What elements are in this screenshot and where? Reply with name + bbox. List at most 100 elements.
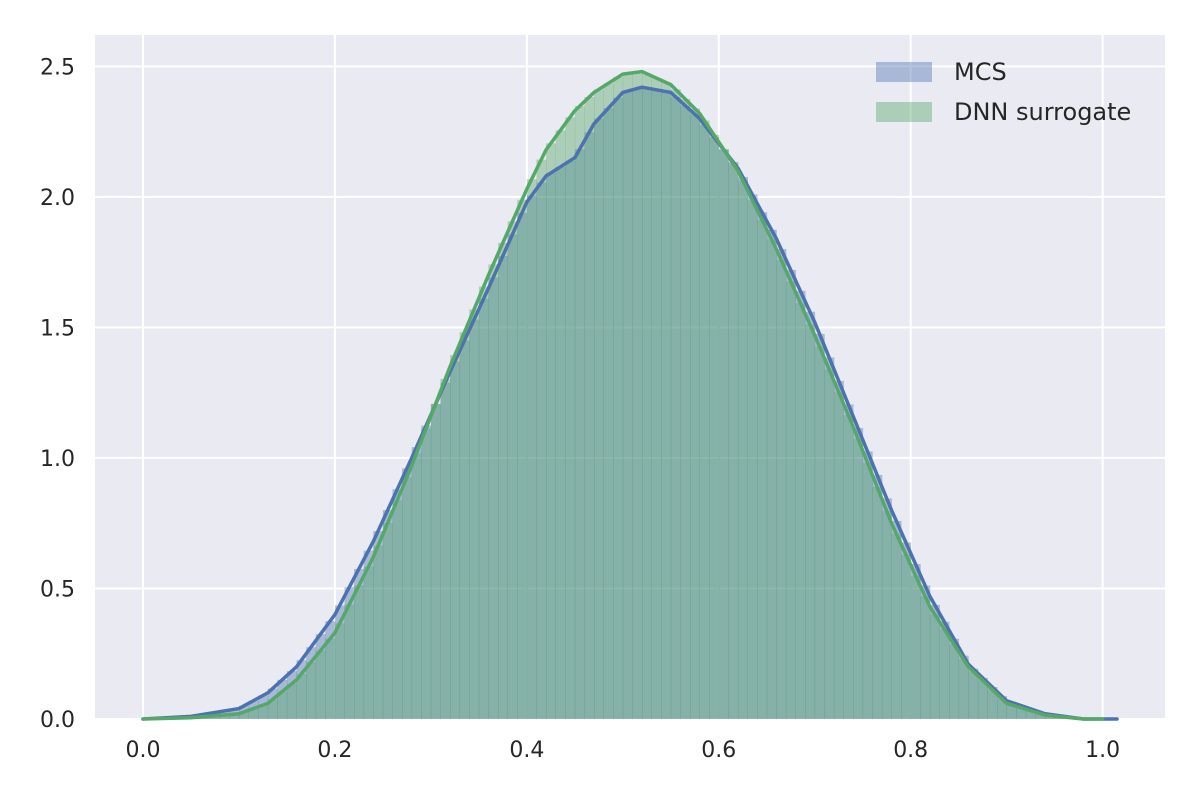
histogram-bar	[939, 629, 950, 719]
histogram-bar	[258, 695, 269, 719]
histogram-bar	[459, 340, 470, 719]
histogram-bar	[757, 219, 768, 719]
legend-label: DNN surrogate	[954, 98, 1131, 126]
histogram-bar	[450, 355, 461, 719]
histogram-bar	[833, 392, 844, 719]
histogram-bar	[651, 89, 662, 720]
histogram-bar	[382, 522, 393, 719]
histogram-bar	[488, 277, 499, 719]
histogram-bar	[728, 163, 739, 719]
histogram-bar	[689, 114, 700, 719]
histogram-bar	[296, 673, 307, 719]
histogram-bar	[411, 447, 422, 719]
histogram-bar	[747, 194, 758, 719]
histogram-bar	[1025, 708, 1036, 719]
histogram-bar	[430, 404, 441, 719]
histogram-bar	[306, 647, 317, 719]
histogram-bar	[354, 585, 365, 719]
y-tick-label: 2.5	[40, 55, 75, 80]
histogram-bar	[373, 545, 384, 719]
histogram-bar	[536, 182, 547, 720]
histogram-bar	[709, 134, 720, 720]
histogram-bar	[315, 634, 326, 719]
histogram-bar	[517, 212, 528, 719]
histogram-bar	[843, 415, 854, 719]
histogram-bar	[498, 242, 509, 719]
histogram-bar	[238, 712, 249, 719]
histogram-bar	[363, 566, 374, 719]
histogram-bar	[987, 689, 998, 719]
histogram-bar	[296, 660, 307, 719]
y-tick-label: 0.5	[40, 577, 75, 602]
histogram-bar	[881, 498, 892, 719]
histogram-bar	[248, 708, 259, 719]
y-tick-label: 0.0	[40, 708, 75, 733]
histogram-bars	[152, 72, 1084, 720]
histogram-bar	[306, 662, 317, 719]
histogram-bar	[824, 369, 835, 719]
histogram-bar	[968, 671, 979, 719]
histogram-bar	[267, 699, 278, 719]
histogram-bar	[795, 302, 806, 719]
histogram-bar	[853, 427, 864, 719]
legend-label: MCS	[954, 58, 1007, 86]
histogram-bar	[901, 542, 912, 719]
histogram-bar	[929, 614, 940, 719]
histogram-bar	[1035, 712, 1046, 719]
histogram-bar	[1006, 702, 1017, 719]
histogram-bar	[872, 486, 883, 719]
histogram-bar	[219, 714, 230, 719]
histogram-bar	[680, 98, 691, 719]
histogram-bar	[920, 596, 931, 719]
histogram-bar	[498, 255, 509, 719]
histogram-bar	[910, 563, 921, 719]
histogram-bar	[641, 88, 652, 719]
legend-swatch	[876, 62, 932, 82]
histogram-bar	[632, 88, 643, 719]
histogram-bar	[421, 428, 432, 719]
histogram-bar	[1025, 710, 1036, 719]
grid	[95, 35, 1165, 720]
histogram-bar	[958, 655, 969, 719]
histogram-bar	[641, 73, 652, 719]
histogram-bar	[843, 404, 854, 719]
plot-background	[95, 35, 1165, 719]
histogram-bar	[267, 688, 278, 719]
y-axis-ticks: 0.0 0.5 1.0 1.5 2.0 2.5	[40, 55, 75, 733]
histogram-bar	[757, 212, 768, 719]
histogram-bar	[344, 604, 355, 719]
histogram-bar	[622, 73, 633, 720]
histogram-bar	[680, 105, 691, 720]
histogram-bar	[344, 587, 355, 719]
histogram-bar	[958, 659, 969, 719]
x-tick-label: 0.8	[893, 738, 928, 763]
histogram-bar	[584, 97, 595, 720]
histogram-bar	[603, 83, 614, 719]
histogram-bar	[805, 311, 816, 719]
histogram-bar	[565, 160, 576, 719]
kde-line	[141, 85, 1119, 721]
histogram-bar	[776, 259, 787, 719]
histogram-bar	[469, 319, 480, 719]
histogram-bar	[229, 714, 240, 719]
histogram-bar	[1016, 707, 1027, 719]
y-tick-label: 1.5	[40, 316, 75, 341]
histogram-bar	[536, 159, 547, 720]
histogram-bar	[766, 229, 777, 720]
legend: MCS DNN surrogate	[876, 58, 1131, 126]
histogram-bar	[670, 89, 681, 720]
histogram-bar	[891, 533, 902, 719]
histogram-bar	[1016, 705, 1027, 719]
histogram-bar	[325, 638, 336, 719]
histogram-bar	[872, 474, 883, 719]
histogram-bar	[392, 489, 403, 719]
histogram-bar	[478, 298, 489, 719]
histogram-bar	[469, 309, 480, 719]
histogram-bar	[584, 132, 595, 719]
histogram-bar	[824, 357, 835, 719]
histogram-bar	[613, 97, 624, 719]
histogram-bar	[949, 638, 960, 719]
histogram-bar	[920, 585, 931, 719]
histogram-bar	[929, 604, 940, 719]
